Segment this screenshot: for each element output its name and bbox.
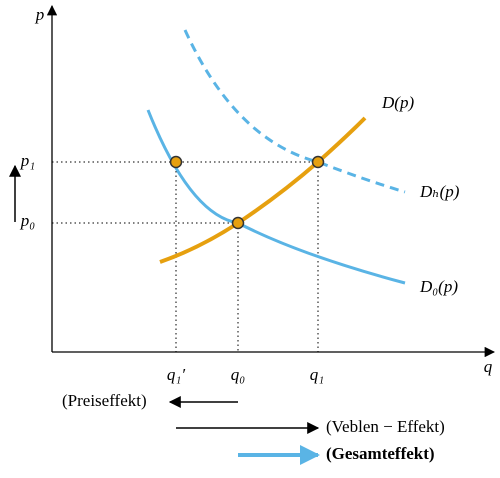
effect-label: (Gesamteffekt) — [326, 444, 435, 463]
y-axis-label: p — [35, 5, 45, 24]
guides — [52, 161, 319, 352]
price-label: p₀ — [20, 211, 36, 230]
curve-label: Dₕ(p) — [419, 182, 460, 201]
demand-h-curve — [183, 29, 406, 194]
curve-label: D(p) — [381, 93, 414, 112]
x-axis-label: q — [484, 357, 493, 376]
quantity-label: q₁ — [310, 365, 324, 384]
equilibria — [169, 155, 325, 230]
price-label: p₁ — [20, 151, 35, 170]
quantity-label: q₁′ — [167, 365, 185, 384]
effect-label: (Preiseffekt) — [62, 391, 147, 410]
d-curve — [159, 116, 367, 264]
quantity-label: q₀ — [231, 365, 246, 384]
effect-label: (Veblen − Effekt) — [326, 417, 445, 436]
curve-label: D₀(p) — [419, 277, 458, 296]
